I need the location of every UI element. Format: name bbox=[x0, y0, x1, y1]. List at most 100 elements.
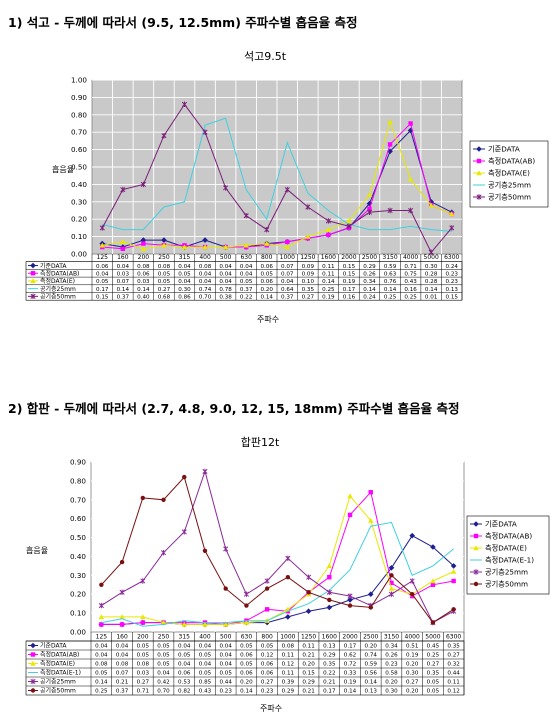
chart-1-xlabel: 주파수 bbox=[257, 315, 280, 324]
chart-2-data-label: 0.26 bbox=[385, 653, 398, 659]
chart-1-data-label: 0.11 bbox=[322, 271, 335, 277]
chart-2-category-label: 125 bbox=[96, 634, 108, 641]
chart-2-series-1-point bbox=[285, 614, 291, 620]
chart-2-series-3-point bbox=[160, 619, 167, 625]
chart-1-title: 석고9.5t bbox=[243, 50, 287, 63]
chart-2-data-label: 0.39 bbox=[282, 680, 295, 686]
chart-1-data-label: 0.40 bbox=[137, 295, 150, 301]
chart-2-data-label: 0.04 bbox=[199, 662, 212, 668]
chart-1-data-label: 0.23 bbox=[445, 279, 458, 285]
chart-1-data-label: 0.04 bbox=[240, 264, 253, 270]
chart-2-series-6-point bbox=[244, 603, 249, 608]
chart-2-series-3-point bbox=[98, 614, 105, 620]
chart-1-series-3-point bbox=[264, 240, 270, 246]
chart-1-series-3-point bbox=[407, 176, 414, 182]
chart-2-data-label: 0.25 bbox=[427, 653, 440, 659]
chart-2-category-label: 2500 bbox=[363, 634, 378, 641]
chart-2-series-5-point bbox=[306, 574, 312, 580]
chart-1-data-label: 0.15 bbox=[445, 295, 458, 301]
chart-1-data-label: 0.05 bbox=[96, 279, 109, 285]
chart-2-legend-key-marker bbox=[473, 545, 479, 551]
chart-2-series-5-point bbox=[388, 591, 395, 597]
chart-1-data-label: 0.06 bbox=[260, 279, 273, 285]
chart-2-series-5-point bbox=[243, 591, 249, 597]
chart-2-data-label: 0.29 bbox=[282, 689, 295, 695]
chart-2-series-line-2 bbox=[101, 491, 454, 625]
chart-2-data-label: 0.30 bbox=[406, 671, 419, 677]
chart-1-data-label: 0.15 bbox=[343, 271, 356, 277]
chart-1-series-5-point bbox=[243, 213, 249, 219]
chart-1-category-label: 6300 bbox=[444, 254, 459, 261]
chart-1-data-label: 0.16 bbox=[404, 287, 417, 293]
chart-1-ytick-label: 0.20 bbox=[71, 215, 87, 224]
chart-1-data-label: 0.04 bbox=[199, 271, 212, 277]
chart-2-data-label: 0.19 bbox=[406, 653, 419, 659]
chart-2-legend-entry: 측정DATA(AB) bbox=[485, 532, 532, 541]
chart-1-series-5-point bbox=[428, 249, 434, 255]
chart-1-series-3-point bbox=[181, 244, 188, 250]
chart-2-table-row-label: 공기층25mm bbox=[40, 678, 76, 686]
chart-2-data-label: 0.20 bbox=[385, 680, 398, 686]
chart-1-series-2-point bbox=[141, 241, 146, 246]
chart-2-series-5-point bbox=[347, 593, 353, 599]
chart-1-ytick-label: 1.00 bbox=[71, 76, 87, 85]
chart-2-data-label: 0.14 bbox=[240, 689, 253, 695]
chart-1-category-label: 1000 bbox=[280, 254, 295, 261]
chart-2-series-6-point bbox=[389, 573, 394, 578]
chart-2-data-label: 0.74 bbox=[365, 653, 378, 659]
chart-2-data-label: 0.21 bbox=[323, 680, 336, 686]
chart-1-data-label: 0.14 bbox=[137, 287, 150, 293]
chart-2-table-key-marker bbox=[30, 660, 36, 666]
chart-1-data-label: 0.05 bbox=[178, 271, 191, 277]
chart-2-data-label: 0.12 bbox=[261, 653, 273, 659]
chart-2-series-3-point bbox=[450, 568, 457, 574]
chart-2-series-3-point bbox=[368, 517, 374, 523]
chart-1-data-label: 0.43 bbox=[404, 279, 417, 285]
chart-2-series-5-point bbox=[140, 578, 146, 584]
chart-1-data-label: 0.24 bbox=[445, 264, 458, 270]
chart-1-data-label: 0.76 bbox=[384, 279, 397, 285]
chart-2-data-label: 0.17 bbox=[344, 644, 357, 650]
chart-1-series-5-point bbox=[346, 223, 352, 229]
chart-2-series-1-point bbox=[430, 544, 436, 550]
chart-2-series-1-point bbox=[450, 563, 457, 569]
chart-2-data-label: 0.30 bbox=[385, 689, 398, 695]
chart-1-series-2-point bbox=[408, 121, 413, 126]
chart-2-table-row-label: 공기층50mm bbox=[40, 687, 76, 695]
chart-2-data-label: 0.12 bbox=[447, 689, 459, 695]
chart-2-category-label: 2000 bbox=[342, 634, 357, 641]
section-1-heading: 1) 석고 - 두께에 따라서 (9.5, 12.5mm) 주파수별 흡음율 측… bbox=[8, 15, 358, 30]
chart-1-data-label: 0.04 bbox=[281, 279, 294, 285]
chart-1-data-label: 0.06 bbox=[260, 264, 273, 270]
chart-1-series-3-point bbox=[120, 239, 126, 245]
chart-1-data-label: 0.04 bbox=[178, 279, 191, 285]
chart-1-data-label: 0.34 bbox=[363, 279, 376, 285]
chart-1-series-1-point bbox=[366, 200, 373, 207]
chart-2-series-3-point bbox=[140, 614, 146, 620]
chart-2-data-label: 0.44 bbox=[447, 671, 460, 677]
chart-2-data-label: 0.04 bbox=[95, 653, 108, 659]
chart-1-data-label: 0.04 bbox=[219, 264, 232, 270]
chart-1-ytick-label: 0.50 bbox=[71, 163, 87, 172]
chart-1-ytick-label: 0.30 bbox=[71, 197, 87, 206]
chart-1-series-5-point bbox=[325, 218, 331, 224]
chart-2-series-3-point bbox=[119, 614, 125, 620]
chart-1-legend-entry: 기준DATA bbox=[488, 145, 520, 154]
chart-1-data-label: 0.68 bbox=[158, 295, 171, 301]
chart-2-category-label: 400 bbox=[199, 634, 211, 641]
chart-1-data-label: 0.08 bbox=[137, 264, 150, 270]
chart-1-series-1-point bbox=[202, 237, 208, 243]
chart-2-title: 합판12t bbox=[240, 436, 280, 449]
chart-2-data-label: 0.59 bbox=[365, 662, 378, 668]
chart-2-series-6-point bbox=[99, 582, 104, 587]
chart-1-ytick-label: 0.70 bbox=[71, 128, 87, 137]
chart-2-ytick-label: 0.40 bbox=[70, 552, 86, 561]
chart-2-series-5-point bbox=[223, 546, 229, 552]
chart-2-series-6-point bbox=[409, 592, 415, 597]
chart-2-data-label: 0.82 bbox=[178, 689, 190, 695]
chart-2-data-label: 0.11 bbox=[282, 671, 295, 677]
chart-2-series-5-point bbox=[202, 468, 208, 475]
chart-2-data-label: 0.23 bbox=[261, 689, 274, 695]
chart-2-series-2-point bbox=[119, 622, 125, 627]
